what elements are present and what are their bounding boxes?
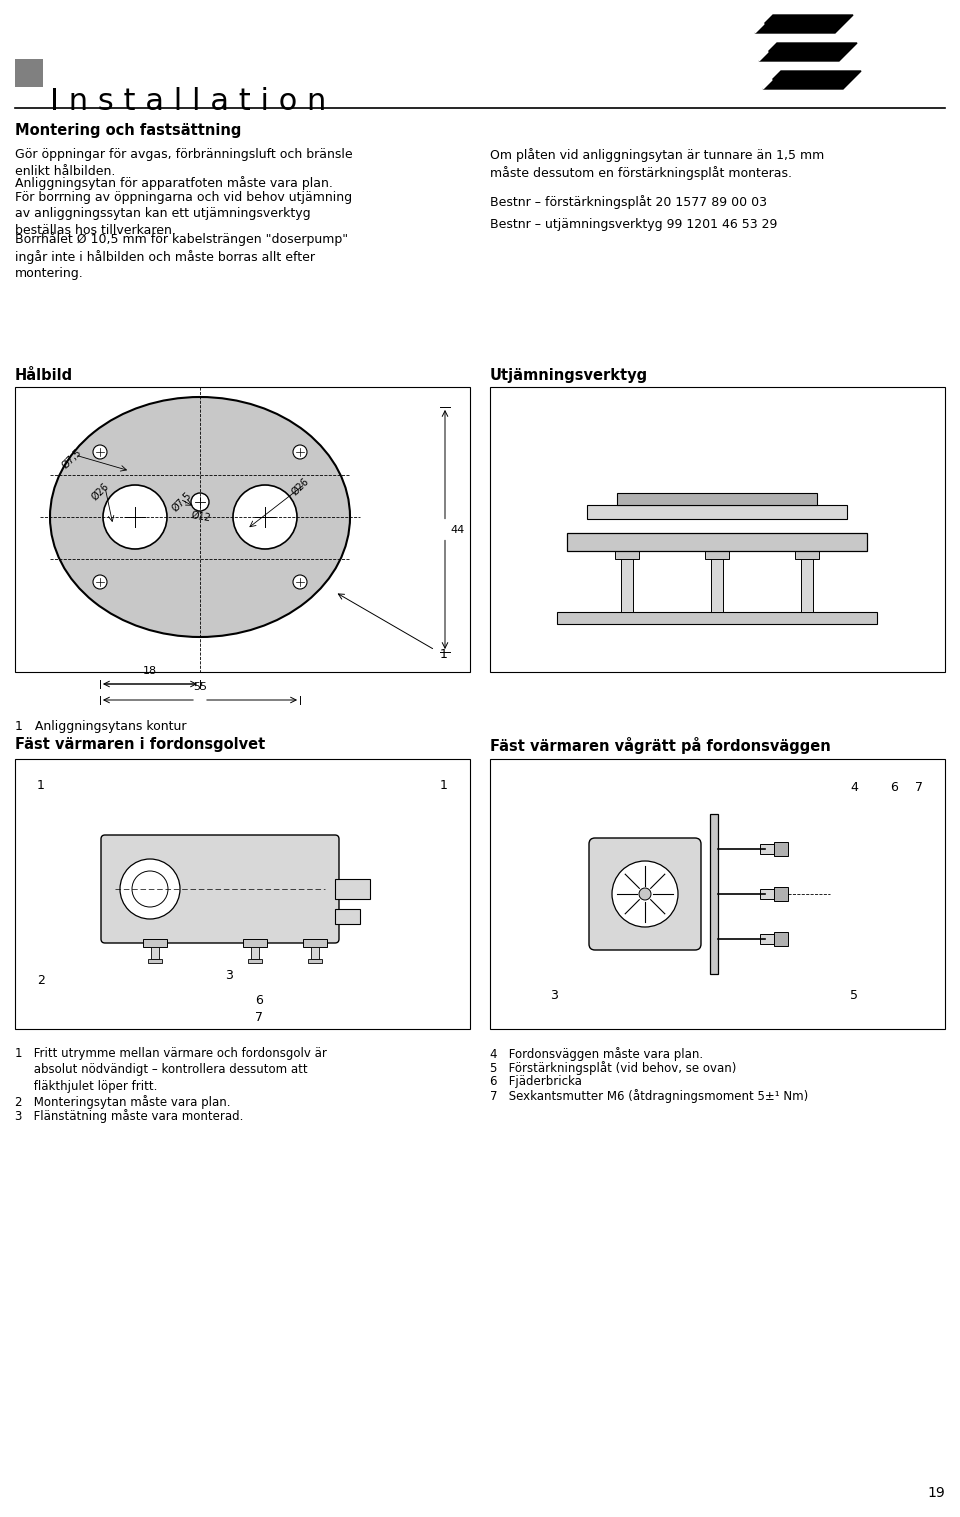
Text: I n s t a l l a t i o n: I n s t a l l a t i o n [50,86,326,115]
Text: Ø26: Ø26 [290,476,311,498]
Text: 6   Fjäderbricka: 6 Fjäderbricka [490,1076,582,1088]
Bar [711,557,723,611]
Bar [557,611,877,623]
Polygon shape [755,15,764,33]
Bar [251,947,259,959]
Polygon shape [755,15,853,33]
Bar [15,387,470,672]
Circle shape [120,859,180,919]
Text: 3: 3 [550,989,558,1003]
Text: Fäst värmaren i fordonsgolvet: Fäst värmaren i fordonsgolvet [15,737,265,752]
Bar [705,549,729,558]
Text: 2: 2 [37,974,45,988]
Bar [303,939,327,947]
Text: 5   Förstärkningsplåt (vid behov, se ovan): 5 Förstärkningsplåt (vid behov, se ovan) [490,1060,736,1076]
Text: Ø7,5: Ø7,5 [60,448,84,470]
Bar [774,887,788,901]
Text: 7   Sexkantsmutter M6 (åtdragningsmoment 5±¹ Nm): 7 Sexkantsmutter M6 (åtdragningsmoment 5… [490,1089,808,1103]
Circle shape [233,485,297,549]
Text: 44: 44 [450,525,465,534]
Bar [15,758,470,1029]
Text: Hålbild: Hålbild [15,369,73,382]
Bar [248,959,262,963]
Text: 3: 3 [225,969,233,981]
Bar [774,931,788,947]
Text: 4: 4 [850,781,858,793]
Text: 1: 1 [440,648,448,660]
Text: 7: 7 [915,781,923,793]
Bar [151,947,159,959]
Text: 2   Monteringsytan måste vara plan.: 2 Monteringsytan måste vara plan. [15,1095,230,1109]
Text: 18: 18 [143,666,157,677]
Bar [143,939,167,947]
Text: 19: 19 [927,1487,945,1500]
Bar [335,878,370,900]
Text: Gör öppningar för avgas, förbränningsluft och bränsle
enlikt hålbilden.: Gör öppningar för avgas, förbränningsluf… [15,149,352,177]
Bar [795,549,819,558]
Bar [801,557,813,611]
Text: 55: 55 [193,683,207,692]
Text: 5: 5 [850,989,858,1003]
Text: 1   Fritt utrymme mellan värmare och fordonsgolv är
     absolut nödvändigt – ko: 1 Fritt utrymme mellan värmare och fordo… [15,1047,326,1094]
Text: 6: 6 [255,994,263,1007]
Bar [567,532,867,551]
Polygon shape [759,42,768,61]
Text: 7: 7 [255,1010,263,1024]
Text: 3   Flänstätning måste vara monterad.: 3 Flänstätning måste vara monterad. [15,1109,244,1123]
Text: Bestnr – förstärkningsplåt 20 1577 89 00 03: Bestnr – förstärkningsplåt 20 1577 89 00… [490,196,767,209]
Circle shape [191,493,209,511]
Bar [587,505,847,519]
Text: 4   Fordonsväggen måste vara plan.: 4 Fordonsväggen måste vara plan. [490,1047,703,1060]
FancyBboxPatch shape [101,834,339,944]
Text: Utjämningsverktyg: Utjämningsverktyg [490,369,648,382]
Bar [621,557,633,611]
Text: Bestnr – utjämningsverktyg 99 1201 46 53 29: Bestnr – utjämningsverktyg 99 1201 46 53… [490,218,778,231]
Text: Borrhålet Ø 10,5 mm för kabelsträngen "doserpump"
ingår inte i hålbilden och mås: Borrhålet Ø 10,5 mm för kabelsträngen "d… [15,232,348,281]
Text: Om plåten vid anliggningsytan är tunnare än 1,5 mm
måste dessutom en förstärknin: Om plåten vid anliggningsytan är tunnare… [490,149,825,181]
Text: Fäst värmaren vågrätt på fordonsväggen: Fäst värmaren vågrätt på fordonsväggen [490,737,830,754]
Text: Ø26: Ø26 [90,481,111,502]
Bar [760,934,774,944]
Bar [617,493,817,505]
Circle shape [639,887,651,900]
Text: Anliggningsytan för apparatfoten måste vara plan.: Anliggningsytan för apparatfoten måste v… [15,176,333,190]
Circle shape [93,444,107,460]
Bar [490,758,945,1029]
Text: För borrning av öppningarna och vid behov utjämning
av anliggningssytan kan ett : För borrning av öppningarna och vid beho… [15,191,352,237]
Circle shape [93,575,107,589]
Bar [335,909,360,924]
Bar [710,815,718,974]
Ellipse shape [50,397,350,637]
Text: Ø12: Ø12 [190,510,211,523]
Text: 6: 6 [890,781,898,793]
Circle shape [293,444,307,460]
Text: 1: 1 [37,780,45,792]
Bar [490,387,945,672]
Polygon shape [763,71,861,90]
Circle shape [293,575,307,589]
Circle shape [132,871,168,907]
Text: Montering och fastsättning: Montering och fastsättning [15,123,241,138]
Circle shape [103,485,167,549]
Bar [615,549,639,558]
Bar [760,889,774,900]
FancyBboxPatch shape [589,837,701,950]
Text: 1   Anliggningsytans kontur: 1 Anliggningsytans kontur [15,721,186,733]
Text: 3: 3 [16,86,30,106]
Text: 1: 1 [440,780,448,792]
Bar [760,843,774,854]
Text: Ø7,5: Ø7,5 [170,490,194,514]
Bar [148,959,162,963]
Bar [243,939,267,947]
Polygon shape [759,42,857,61]
Bar [308,959,322,963]
Bar [311,947,319,959]
Polygon shape [763,71,772,90]
Bar [15,59,43,86]
Circle shape [612,862,678,927]
Bar [774,842,788,856]
